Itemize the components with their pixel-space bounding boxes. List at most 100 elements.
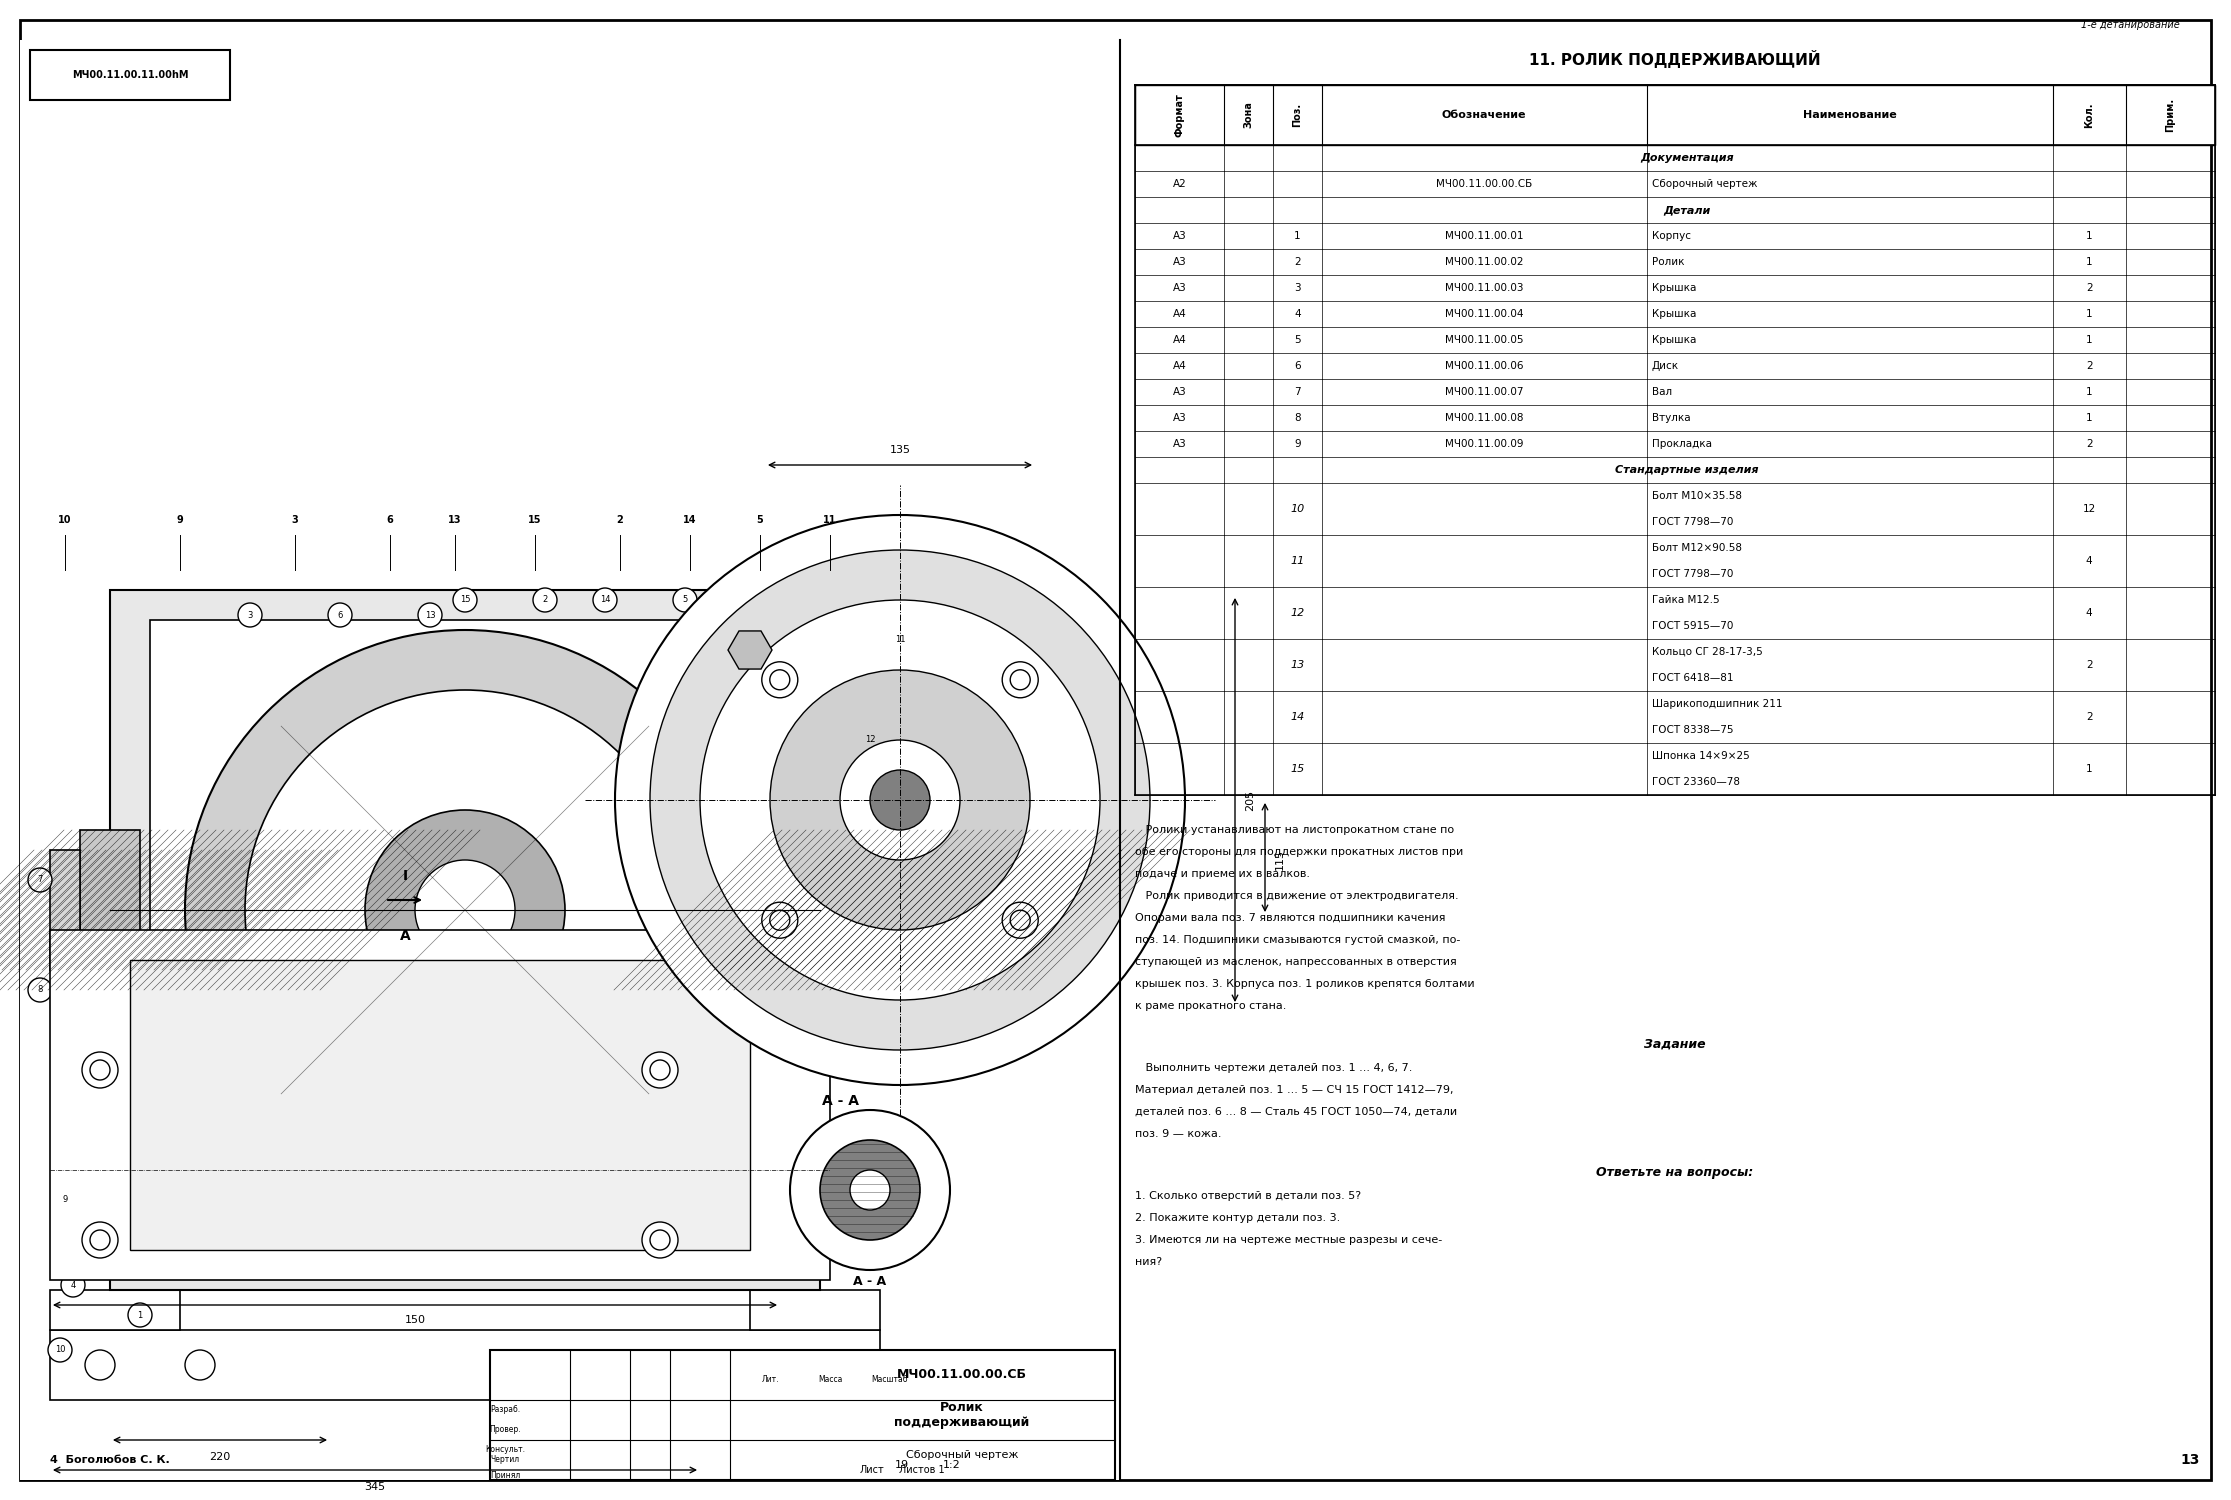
- Text: МЧ00.11.00.05: МЧ00.11.00.05: [1446, 334, 1524, 345]
- Text: А3: А3: [1174, 284, 1187, 292]
- Text: 11. РОЛИК ПОДДЕРЖИВАЮЩИЙ: 11. РОЛИК ПОДДЕРЖИВАЮЩИЙ: [1528, 50, 1820, 68]
- Text: 10: 10: [56, 1346, 65, 1354]
- Text: 5: 5: [683, 596, 687, 604]
- Text: ГОСТ 5915—70: ГОСТ 5915—70: [1651, 621, 1733, 632]
- Bar: [491, 1350, 1116, 1480]
- Text: А4: А4: [1174, 334, 1187, 345]
- Text: 12: 12: [1290, 608, 1305, 618]
- Text: Наименование: Наименование: [1803, 110, 1896, 120]
- Text: Разраб.: Разраб.: [491, 1406, 520, 1414]
- Text: к раме прокатного стана.: к раме прокатного стана.: [1136, 1000, 1287, 1011]
- Circle shape: [649, 1230, 669, 1250]
- Circle shape: [888, 628, 912, 652]
- Text: 5: 5: [756, 514, 763, 525]
- Circle shape: [770, 910, 790, 930]
- Text: 1: 1: [138, 1311, 143, 1320]
- Circle shape: [89, 1230, 109, 1250]
- Text: МЧ00.11.00.01: МЧ00.11.00.01: [1446, 231, 1524, 242]
- Text: А - А: А - А: [854, 1275, 886, 1288]
- Text: Масштаб: Масштаб: [872, 1376, 908, 1384]
- Circle shape: [850, 1170, 890, 1210]
- Text: 6: 6: [337, 610, 344, 620]
- Circle shape: [83, 1222, 118, 1258]
- Text: 3: 3: [1294, 284, 1301, 292]
- Text: 9: 9: [62, 1196, 67, 1204]
- Text: МЧ00.11.00.07: МЧ00.11.00.07: [1446, 387, 1524, 398]
- Text: А3: А3: [1174, 256, 1187, 267]
- Text: 345: 345: [364, 1482, 386, 1492]
- Text: 8: 8: [38, 986, 42, 994]
- Text: 3. Имеются ли на чертеже местные разрезы и сече-: 3. Имеются ли на чертеже местные разрезы…: [1136, 1234, 1441, 1245]
- Text: МЧ00.11.00.11.00hМ: МЧ00.11.00.11.00hМ: [71, 70, 187, 80]
- Text: Прим.: Прим.: [2166, 98, 2175, 132]
- Circle shape: [649, 1060, 669, 1080]
- Circle shape: [859, 728, 881, 752]
- Text: 10: 10: [58, 514, 71, 525]
- Text: 3: 3: [292, 514, 299, 525]
- Text: 2: 2: [616, 514, 622, 525]
- Text: Провер.: Провер.: [489, 1425, 520, 1434]
- Text: Обозначение: Обозначение: [1441, 110, 1526, 120]
- Circle shape: [870, 770, 930, 830]
- Text: 1: 1: [2086, 764, 2093, 774]
- Text: Кольцо СГ 28-17-3,5: Кольцо СГ 28-17-3,5: [1651, 646, 1762, 657]
- Bar: [750, 1290, 879, 1330]
- Circle shape: [239, 603, 261, 627]
- Text: 15: 15: [529, 514, 542, 525]
- Text: Шпонка 14×9×25: Шпонка 14×9×25: [1651, 752, 1749, 760]
- Text: 1: 1: [2086, 413, 2093, 423]
- Text: Консульт.: Консульт.: [484, 1446, 524, 1455]
- Text: МЧ00.11.00.06: МЧ00.11.00.06: [1446, 362, 1524, 370]
- Text: 7: 7: [38, 876, 42, 885]
- Text: МЧ00.11.00.04: МЧ00.11.00.04: [1446, 309, 1524, 320]
- Text: 12: 12: [2082, 504, 2095, 515]
- Text: Поз.: Поз.: [1292, 104, 1303, 128]
- Text: Шарикоподшипник 211: Шарикоподшипник 211: [1651, 699, 1783, 709]
- Circle shape: [805, 1350, 834, 1380]
- Circle shape: [328, 603, 352, 627]
- Text: 1: 1: [2086, 309, 2093, 320]
- Circle shape: [54, 1188, 78, 1212]
- Bar: [129, 960, 750, 1250]
- Text: 1: 1: [2086, 256, 2093, 267]
- Text: ГОСТ 8338—75: ГОСТ 8338—75: [1651, 724, 1733, 735]
- Text: 14: 14: [683, 514, 696, 525]
- Text: Крышка: Крышка: [1651, 284, 1696, 292]
- Text: 2: 2: [2086, 660, 2093, 670]
- Text: 13: 13: [424, 610, 435, 620]
- Text: Ответьте на вопросы:: Ответьте на вопросы:: [1597, 1166, 1754, 1179]
- Bar: [80, 830, 141, 990]
- Text: Лит.: Лит.: [761, 1376, 779, 1384]
- Text: Принял: Принял: [491, 1470, 520, 1479]
- Text: 14: 14: [1290, 712, 1305, 722]
- Text: подаче и приеме их в валков.: подаче и приеме их в валков.: [1136, 868, 1310, 879]
- Text: 9: 9: [1294, 440, 1301, 448]
- Text: 2: 2: [2086, 362, 2093, 370]
- Text: обе его стороны для поддержки прокатных листов при: обе его стороны для поддержки прокатных …: [1136, 847, 1464, 856]
- Text: поз. 9 — кожа.: поз. 9 — кожа.: [1136, 1130, 1223, 1138]
- Bar: [49, 850, 80, 970]
- Bar: [20, 40, 1120, 1480]
- Text: Стандартные изделия: Стандартные изделия: [1615, 465, 1758, 476]
- Circle shape: [770, 670, 790, 690]
- Circle shape: [790, 1110, 950, 1270]
- Text: 8: 8: [1294, 413, 1301, 423]
- Circle shape: [83, 1052, 118, 1088]
- Text: 4  Боголюбов С. К.: 4 Боголюбов С. К.: [49, 1455, 170, 1466]
- Bar: [29, 50, 230, 100]
- Circle shape: [185, 630, 745, 1190]
- Text: А3: А3: [1174, 413, 1187, 423]
- Text: Болт М12×90.58: Болт М12×90.58: [1651, 543, 1742, 554]
- Text: 1:2: 1:2: [944, 1460, 962, 1470]
- Text: 6: 6: [1294, 362, 1301, 370]
- Circle shape: [841, 740, 959, 860]
- Text: 15: 15: [460, 596, 471, 604]
- Circle shape: [770, 670, 1031, 930]
- Text: А3: А3: [1174, 231, 1187, 242]
- Text: A - A: A - A: [821, 1094, 859, 1108]
- Text: Ролик
поддерживающий: Ролик поддерживающий: [895, 1401, 1031, 1429]
- Text: Листов 1: Листов 1: [899, 1466, 944, 1474]
- Text: 10: 10: [1290, 504, 1305, 515]
- Circle shape: [85, 1350, 116, 1380]
- Bar: [109, 590, 821, 1290]
